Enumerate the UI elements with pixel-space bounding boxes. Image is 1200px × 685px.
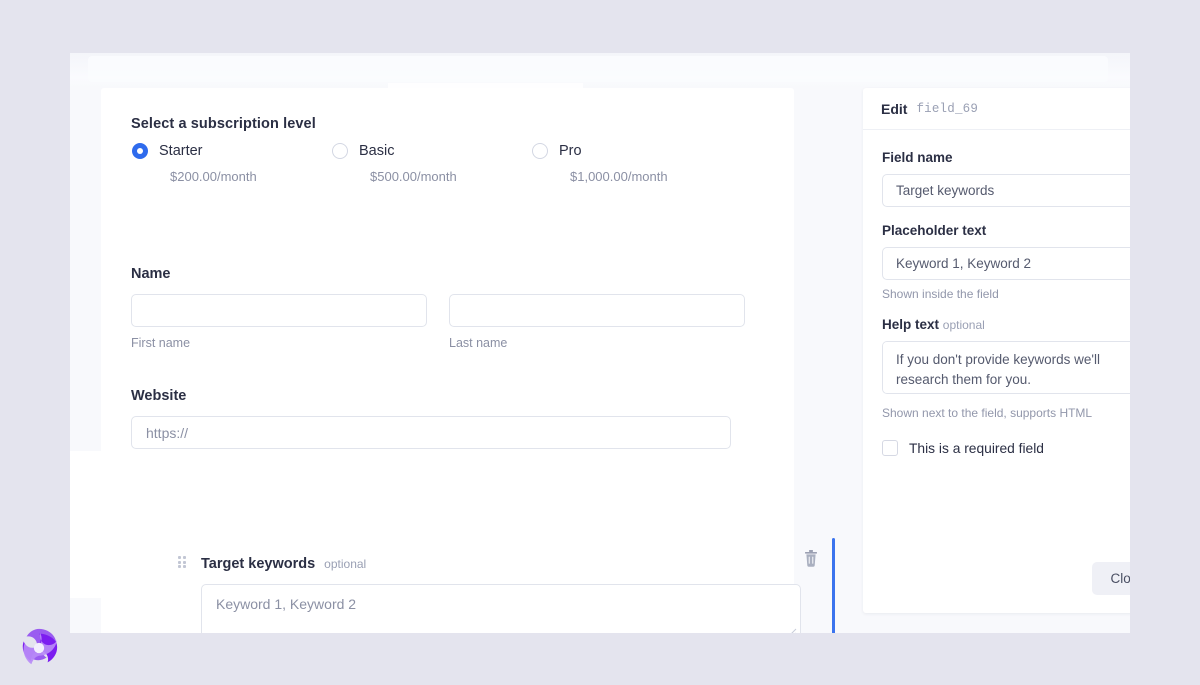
subscription-title: Select a subscription level (131, 116, 316, 132)
radio-option-basic[interactable]: Basic $500.00/month (332, 143, 532, 184)
panel-help-text-group: Help text optional Shown next to the fie… (882, 317, 1130, 420)
aurora-spiral-logo-icon (22, 628, 58, 665)
drag-handle-icon[interactable] (178, 556, 186, 568)
field-edit-panel: Edit field_69 Field name Placeholder tex… (863, 88, 1130, 613)
radio-button-starter[interactable] (132, 143, 148, 159)
edit-panel-body: Field name Placeholder text Shown inside… (863, 130, 1130, 456)
last-name-input[interactable] (449, 294, 745, 327)
panel-help-text-hint: Shown next to the field, supports HTML (882, 406, 1093, 420)
panel-placeholder-group: Placeholder text Shown inside the field (882, 223, 1130, 301)
target-keywords-field-group[interactable] (70, 451, 763, 598)
panel-placeholder-hint: Shown inside the field (882, 287, 999, 301)
website-label: Website (131, 388, 187, 404)
target-keywords-optional-tag: optional (324, 557, 367, 571)
website-input[interactable] (131, 416, 731, 449)
target-keywords-label: Target keywords (201, 556, 316, 572)
faded-page-header (70, 53, 1130, 88)
required-field-checkbox[interactable] (882, 440, 898, 456)
required-field-row[interactable]: This is a required field (882, 440, 1130, 456)
subscription-field-group: Select a subscription level (131, 116, 761, 132)
panel-field-name-group: Field name (882, 150, 1130, 207)
first-name-helper: First name (131, 336, 191, 350)
required-field-label: This is a required field (909, 440, 1044, 456)
edit-panel-field-id: field_69 (916, 101, 979, 116)
edit-panel-header: Edit field_69 (863, 88, 1130, 130)
faded-header-bar (88, 56, 1108, 82)
radio-label-pro: Pro (559, 143, 582, 159)
radio-price-basic: $500.00/month (370, 169, 457, 184)
panel-help-text-textarea[interactable] (882, 341, 1130, 394)
close-button[interactable]: Close (1092, 562, 1130, 595)
field-selection-accent-bar (832, 538, 835, 633)
edit-panel-title: Edit (881, 100, 908, 117)
radio-button-basic[interactable] (332, 143, 348, 159)
radio-option-starter[interactable]: Starter $200.00/month (132, 143, 332, 184)
panel-field-name-label: Field name (882, 150, 953, 165)
panel-help-text-label: Help text optional (882, 317, 1130, 332)
radio-price-starter: $200.00/month (170, 169, 257, 184)
name-label: Name (131, 266, 171, 282)
panel-help-text-label-text: Help text (882, 317, 940, 332)
last-name-helper: Last name (449, 336, 508, 350)
radio-label-starter: Starter (159, 143, 203, 159)
panel-field-name-input[interactable] (882, 174, 1130, 207)
panel-placeholder-label: Placeholder text (882, 223, 987, 238)
target-keywords-textarea[interactable] (201, 584, 801, 633)
app-page-canvas: Select a subscription level Starter $200… (70, 53, 1130, 633)
trash-icon (805, 550, 817, 567)
panel-help-text-optional-tag: optional (942, 318, 985, 332)
radio-option-pro[interactable]: Pro $1,000.00/month (532, 143, 732, 184)
target-keywords-label-row: Target keywords optional (201, 556, 366, 572)
subscription-radio-group[interactable]: Starter $200.00/month Basic $500.00/mont… (132, 143, 752, 184)
delete-field-button[interactable] (801, 548, 821, 570)
radio-button-pro[interactable] (532, 143, 548, 159)
radio-label-basic: Basic (359, 143, 395, 159)
name-field-group: Name First name Last name (131, 266, 763, 350)
website-field-group: Website Enter your full website URL (131, 388, 763, 472)
first-name-input[interactable] (131, 294, 427, 327)
radio-price-pro: $1,000.00/month (570, 169, 668, 184)
panel-placeholder-input[interactable] (882, 247, 1130, 280)
